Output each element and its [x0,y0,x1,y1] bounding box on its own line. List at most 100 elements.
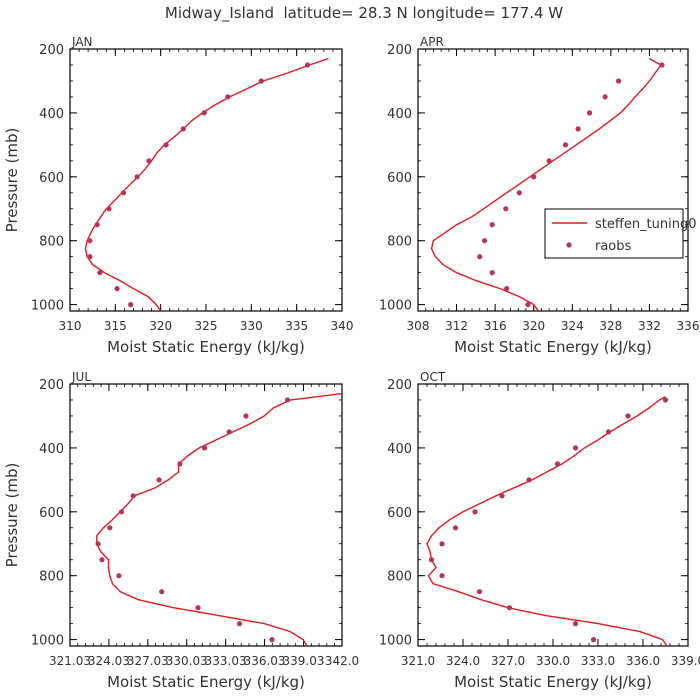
x-tick-label: 332 [638,319,661,333]
chart-panel-jan: 310 315 320 325 330 335 340 200 400 600 800 1000 JAN… [3,35,353,356]
plot-data [426,396,669,646]
series-line-steffen_tuning0 [426,396,668,646]
x-tick-label: 321.03 [49,654,91,668]
x-tick-label: 324 [561,319,584,333]
series-point-raobs [225,94,231,100]
x-tick-label: 339.0 [671,654,700,668]
series-line-steffen_tuning0 [96,392,342,646]
y-axis-label: Pressure (mb) [3,463,21,568]
x-tick-label: 336.03 [244,654,286,668]
series-point-raobs [575,126,581,132]
series-point-raobs [616,78,622,84]
y-tick-label: 800 [39,235,64,250]
x-tick-label: 320 [149,319,172,333]
series-point-raobs [118,509,125,515]
x-tick-label: 312 [445,319,468,333]
y-tick-label: 600 [387,171,412,186]
x-tick-label: 342.0 [325,654,359,668]
series-point-raobs [95,541,101,547]
y-tick-label: 1000 [379,634,412,649]
x-tick-label: 340 [331,319,354,333]
series-point-raobs [499,493,505,499]
y-tick-label: 400 [387,107,412,122]
series-point-raobs [503,206,509,212]
x-tick-label: 339.03 [282,654,324,668]
x-tick-label: 328 [599,319,622,333]
y-tick-label: 800 [387,570,412,585]
x-tick-label: 320 [522,319,545,333]
series-point-raobs [116,573,122,579]
plot-frame [69,48,343,312]
series-point-raobs [590,637,597,643]
x-axis-label: Moist Static Energy (kJ/kg) [107,673,305,691]
series-point-raobs [662,397,669,403]
series-point-raobs [107,525,113,531]
x-tick-label: 333.03 [205,654,247,668]
series-point-raobs [87,254,93,260]
series-point-raobs [526,477,532,483]
y-tick-label: 600 [387,506,412,521]
panel-label: JUL [71,370,91,384]
series-point-raobs [525,302,531,308]
series-point-raobs [439,541,445,547]
chart-panel-jul: 321.03324.03327.03330.03333.03336.03339.… [3,370,359,691]
y-tick-label: 600 [39,506,64,521]
series-point-raobs [114,286,120,292]
series-point-raobs [146,158,152,164]
x-axis-label: Moist Static Energy (kJ/kg) [454,673,652,691]
series-point-raobs [177,461,183,467]
x-tick-label: 321.0 [401,654,435,668]
series-point-raobs [284,397,291,403]
series-point-raobs [428,557,435,563]
x-tick-label: 330.0 [536,654,570,668]
series-point-raobs [562,142,569,148]
y-tick-label: 1000 [379,299,412,314]
series-point-raobs [201,110,207,116]
series-point-raobs [554,461,561,467]
x-tick-label: 335 [285,319,308,333]
x-tick-label: 336.0 [626,654,660,668]
series-point-raobs [87,238,93,244]
panel-label: JAN [71,35,93,49]
y-tick-label: 1000 [31,299,64,314]
x-tick-label: 327.0 [491,654,525,668]
series-point-raobs [156,477,162,483]
chart-panel-apr: 308 312 316 320 324 328 332 336 200 400 600 800 1000… [379,35,700,356]
series-point-raobs [236,621,243,627]
plot-data [95,392,342,646]
series-point-raobs [180,126,186,132]
series-point-raobs [572,621,579,627]
x-tick-label: 330 [240,319,263,333]
x-tick-label: 310 [59,319,82,333]
series-point-raobs [477,254,483,260]
x-tick-label: 325 [195,319,218,333]
x-tick-label: 333.0 [581,654,615,668]
legend-label-marker: raobs [595,239,632,254]
series-point-raobs [472,509,478,515]
y-axis-label: Pressure (mb) [3,128,21,233]
x-tick-label: 336 [677,319,700,333]
series-point-raobs [159,589,165,595]
series-point-raobs [489,270,495,276]
series-point-raobs [481,238,488,244]
panel-label: OCT [420,370,446,384]
series-point-raobs [506,605,513,611]
y-tick-label: 200 [39,378,64,393]
series-point-raobs [605,429,612,435]
series-point-raobs [106,206,112,212]
x-axis-label: Moist Static Energy (kJ/kg) [454,338,652,356]
x-tick-label: 316 [484,319,507,333]
series-line-steffen_tuning0 [430,57,663,311]
chart-panel-oct: 321.0 324.0 327.0 330.0 333.0 336.0 339.0 200 40… [379,370,700,691]
series-point-raobs [304,62,311,68]
y-tick-label: 200 [387,378,412,393]
figure-title: Midway_Island latitude= 28.3 N longitude… [165,4,563,23]
series-line-steffen_tuning0 [84,57,329,311]
series-point-raobs [572,445,579,451]
series-point-raobs [269,637,275,643]
series-point-raobs [134,174,140,180]
y-tick-label: 800 [39,570,64,585]
x-tick-label: 330.03 [166,654,208,668]
y-tick-label: 1000 [31,634,64,649]
legend-marker-swatch [566,242,572,248]
